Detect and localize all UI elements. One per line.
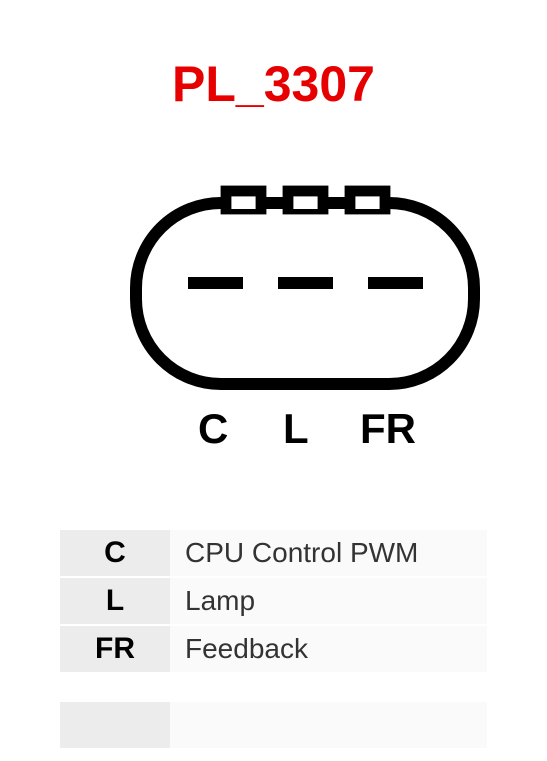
- legend-table: CCPU Control PWMLLampFRFeedback: [60, 530, 487, 748]
- connector-diagram: [130, 185, 480, 390]
- legend-key: FR: [60, 626, 170, 672]
- page-root: PL_3307 CLFR CCPU Control PWMLLampFRFeed…: [0, 0, 547, 761]
- legend-key: L: [60, 578, 170, 624]
- pin-label-fr: FR: [360, 405, 416, 453]
- legend-footer-key: [60, 702, 170, 748]
- legend-row: LLamp: [60, 578, 487, 624]
- legend-value: Lamp: [170, 578, 487, 624]
- connector-tabs: [226, 191, 385, 209]
- connector-part-number: PL_3307: [0, 55, 547, 113]
- pin-label-c: C: [198, 405, 228, 453]
- legend-footer-value: [170, 702, 487, 748]
- legend-footer-row: [60, 702, 487, 748]
- legend-value: CPU Control PWM: [170, 530, 487, 576]
- legend-key: C: [60, 530, 170, 576]
- legend-row: FRFeedback: [60, 626, 487, 672]
- legend-value: Feedback: [170, 626, 487, 672]
- connector-body: [136, 203, 474, 384]
- pin-labels-row: C L FR: [0, 405, 547, 455]
- legend-row: CCPU Control PWM: [60, 530, 487, 576]
- pin-label-l: L: [283, 405, 309, 453]
